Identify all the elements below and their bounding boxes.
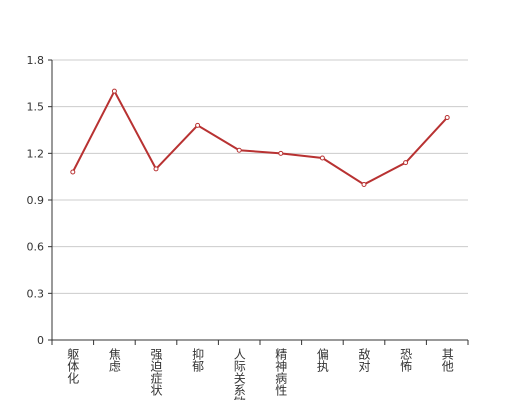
line [71,88,448,186]
y-tick-label: 0.6 [27,241,45,254]
point [361,181,367,187]
point [278,150,284,156]
point [319,155,325,161]
point [70,169,76,175]
point [444,115,450,121]
x-tick-label: 人际关系敏感 [232,348,246,400]
y-tick-label: 1.2 [27,147,45,160]
x-tick-label: 抑郁 [191,347,205,373]
point [153,166,159,172]
y-tick-label: 0.3 [27,287,45,300]
x-tick-label: 敌对 [357,347,371,372]
x-tick-label: 精神病性 [274,348,288,397]
x-tick-label: 偏执 [315,347,329,373]
point [195,122,201,128]
y-tick-label: 0 [37,334,44,347]
point [111,88,117,94]
y-tick-label: 0.9 [27,194,45,207]
x-tick-label: 其他 [440,348,454,372]
x-tick-label: 躯体化 [66,347,80,385]
point [403,160,409,166]
x-tick-label: 强迫症状 [149,348,163,396]
y-tick-label: 1.5 [27,101,45,114]
y-tick-label: 1.8 [27,54,45,67]
x-tick-label: 焦虑 [107,348,121,372]
x-tick-label: 恐怖 [399,348,413,372]
point [236,147,242,153]
